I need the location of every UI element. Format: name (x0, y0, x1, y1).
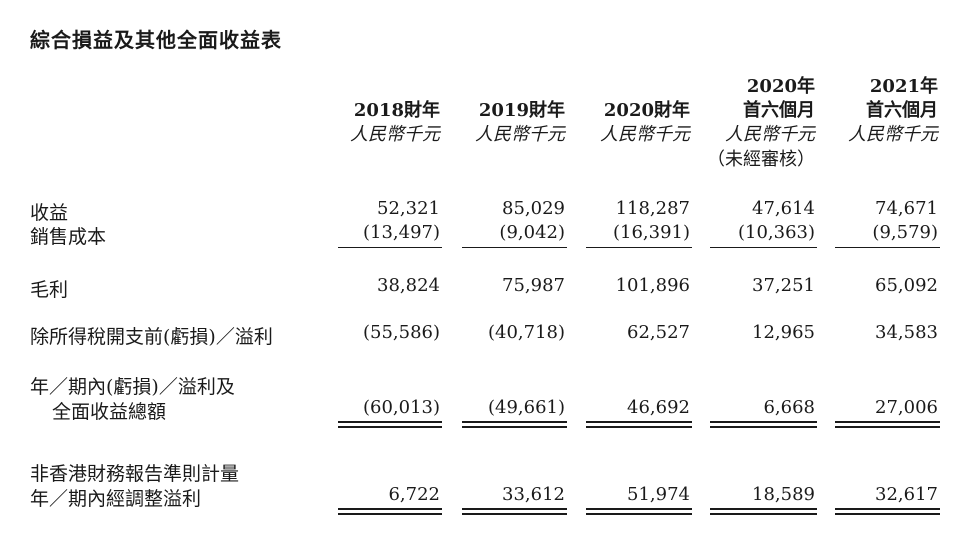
column-period-header: 首六個月 (866, 100, 938, 121)
column-unit-label: 人民幣千元 (600, 124, 690, 145)
table-cell: (40,718) (487, 322, 565, 343)
subtotal-rule (338, 247, 442, 248)
column-period-header: 2020財年 (603, 100, 690, 121)
double-rule-bottom (710, 513, 817, 515)
double-rule-bottom (338, 513, 442, 515)
double-rule-bottom (586, 513, 692, 515)
subtotal-rule (586, 247, 692, 248)
column-unit-label: 人民幣千元 (725, 124, 815, 145)
double-rule-top (462, 508, 567, 510)
row-label-revenue: 收益 (30, 202, 69, 224)
column-period-header: 2018財年 (353, 100, 440, 121)
row-label-non-hkfrs-line1: 非香港財務報告準則計量 (30, 463, 240, 485)
table-cell: (55,586) (362, 322, 440, 343)
table-cell: 6,668 (763, 397, 815, 418)
table-cell: 47,614 (752, 198, 815, 219)
page-title: 綜合損益及其他全面收益表 (30, 28, 282, 52)
table-cell: (13,497) (362, 222, 440, 243)
row-label-total-comprehensive-line1: 年／期內(虧損)／溢利及 (30, 376, 235, 398)
table-cell: 34,583 (875, 322, 938, 343)
table-cell: 85,029 (502, 198, 565, 219)
column-unit-label: 人民幣千元 (848, 124, 938, 145)
subtotal-rule (835, 247, 940, 248)
column-year-header: 2021年 (869, 76, 938, 97)
row-label-total-comprehensive-line2: 全面收益總額 (52, 401, 167, 423)
double-rule-top (462, 421, 567, 423)
column-period-header: 首六個月 (743, 100, 815, 121)
table-cell: 12,965 (752, 322, 815, 343)
table-cell: 52,321 (377, 198, 440, 219)
table-cell: (49,661) (487, 397, 565, 418)
table-cell: 27,006 (875, 397, 938, 418)
table-cell: 18,589 (752, 484, 815, 505)
double-rule-top (710, 421, 817, 423)
column-period-header: 2019財年 (478, 100, 565, 121)
subtotal-rule (462, 247, 567, 248)
table-cell: 32,617 (875, 484, 938, 505)
table-cell: 38,824 (377, 275, 440, 296)
row-label-non-hkfrs-line2: 年／期內經調整溢利 (30, 488, 202, 510)
double-rule-top (835, 421, 940, 423)
table-cell: 6,722 (388, 484, 440, 505)
table-cell: (60,013) (362, 397, 440, 418)
table-cell: 33,612 (502, 484, 565, 505)
column-unit-label: 人民幣千元 (350, 124, 440, 145)
double-rule-bottom (835, 426, 940, 428)
row-label-profit-before-tax: 除所得稅開支前(虧損)／溢利 (30, 326, 273, 348)
column-unit-label: 人民幣千元 (475, 124, 565, 145)
double-rule-bottom (710, 426, 817, 428)
double-rule-top (586, 421, 692, 423)
table-cell: 65,092 (875, 275, 938, 296)
double-rule-top (338, 508, 442, 510)
double-rule-top (586, 508, 692, 510)
table-cell: (9,042) (499, 222, 565, 243)
column-note-label: （未經審核） (707, 149, 815, 170)
table-cell: (10,363) (737, 222, 815, 243)
table-cell: (9,579) (872, 222, 938, 243)
double-rule-bottom (835, 513, 940, 515)
double-rule-bottom (586, 426, 692, 428)
table-cell: 46,692 (627, 397, 690, 418)
double-rule-bottom (462, 513, 567, 515)
row-label-gross-profit: 毛利 (30, 279, 69, 301)
table-cell: 51,974 (627, 484, 690, 505)
double-rule-bottom (462, 426, 567, 428)
table-cell: 101,896 (615, 275, 690, 296)
table-cell: 118,287 (615, 198, 690, 219)
double-rule-top (710, 508, 817, 510)
column-year-header: 2020年 (746, 76, 815, 97)
double-rule-top (835, 508, 940, 510)
double-rule-bottom (338, 426, 442, 428)
double-rule-top (338, 421, 442, 423)
row-label-cost-of-sales: 銷售成本 (30, 226, 107, 248)
table-cell: 75,987 (502, 275, 565, 296)
table-cell: 37,251 (752, 275, 815, 296)
table-cell: (16,391) (612, 222, 690, 243)
table-cell: 62,527 (627, 322, 690, 343)
subtotal-rule (710, 247, 817, 248)
table-cell: 74,671 (875, 198, 938, 219)
